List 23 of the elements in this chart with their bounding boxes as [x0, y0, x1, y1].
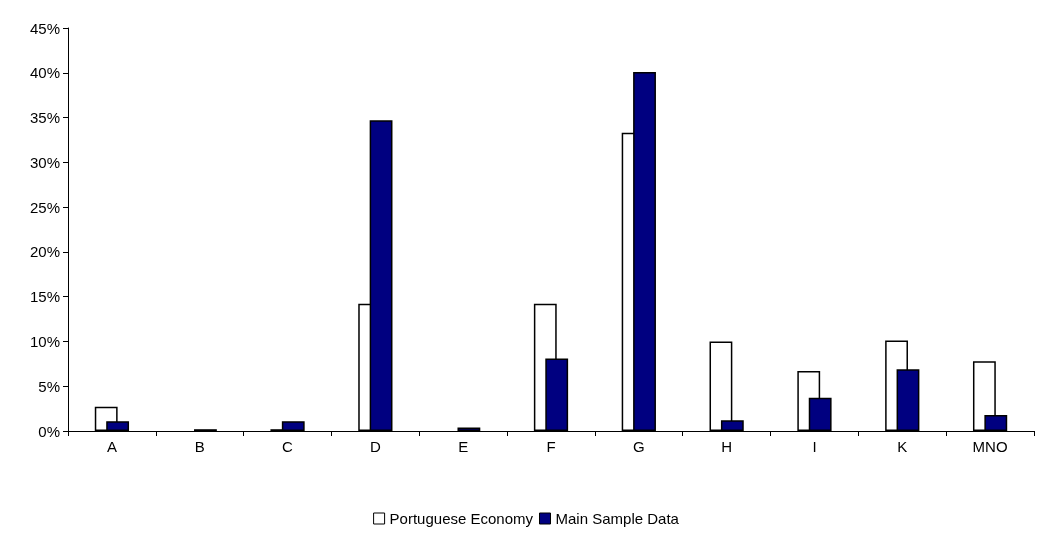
x-tick-label: H — [721, 438, 733, 455]
y-tick-label: 40% — [29, 64, 60, 82]
x-tick-label: D — [369, 438, 381, 455]
y-tick-label: 20% — [29, 243, 60, 261]
y-tick-label: 15% — [29, 288, 60, 306]
y-tick-label: 5% — [38, 377, 60, 395]
y-tick-label: 10% — [29, 332, 60, 350]
y-tick-label: 30% — [29, 153, 60, 171]
x-tick-label: C — [282, 438, 294, 455]
y-tick-label: 35% — [29, 109, 60, 127]
x-tick-label: E — [458, 438, 469, 455]
x-tick-label: MNO — [972, 438, 1008, 455]
x-tick-label: B — [194, 438, 205, 455]
x-tick-label: F — [546, 438, 556, 455]
x-tick-label: A — [106, 438, 117, 455]
y-tick-label: 0% — [38, 422, 60, 440]
x-tick-label: G — [632, 438, 645, 455]
x-tick-label: K — [897, 438, 908, 455]
legend-label: Portuguese Economy — [389, 510, 534, 527]
y-tick-label: 25% — [29, 198, 60, 216]
y-tick-label: 45% — [29, 19, 60, 37]
x-tick-label: I — [812, 438, 817, 455]
legend-label: Main Sample Data — [555, 510, 680, 527]
